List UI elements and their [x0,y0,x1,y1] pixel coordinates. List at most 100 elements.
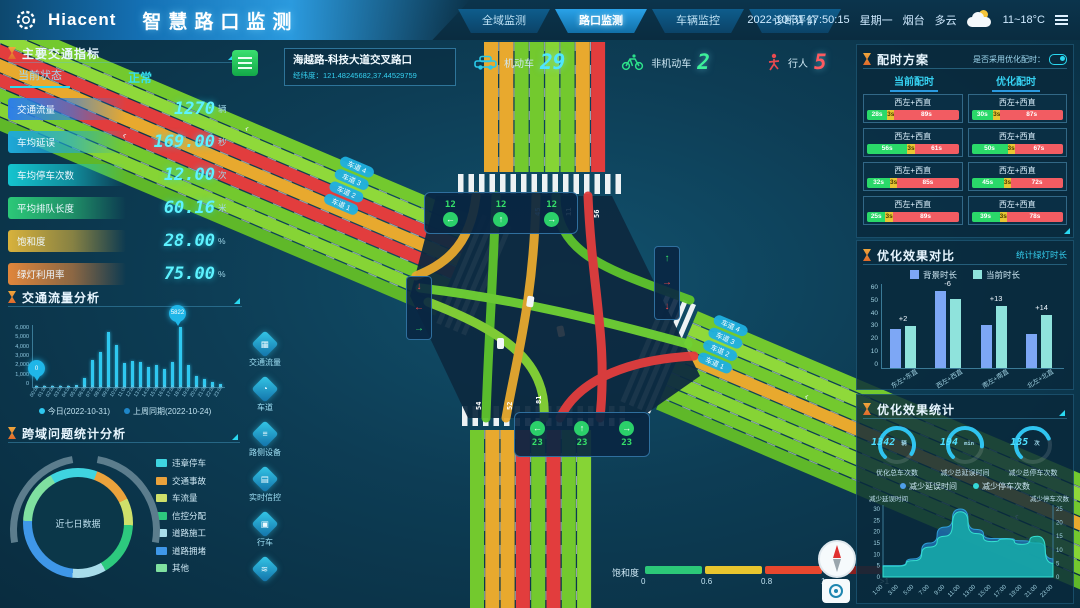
saturation-segment: 0.8 [761,566,823,586]
flow-bar [82,377,86,387]
svg-text:56: 56 [593,210,601,218]
gauge-label: 优化总车次数 [876,470,918,477]
metric-unit: 秒 [218,136,227,147]
flow-bar [194,375,198,387]
phase-label: 西左+西直 [894,166,932,175]
optimized-timing-row-1[interactable]: 西左+西直 50s 3s 67s [967,128,1067,157]
signal-countdown: 23 [576,438,588,448]
svg-text:10: 10 [1056,548,1063,554]
up-arrow-icon: ↑ [493,211,509,227]
toolbar-label: 车道 [257,403,273,412]
svg-text:减少延误时间: 减少延误时间 [869,494,908,503]
svg-text:30: 30 [873,507,880,513]
section-title: 主要交通指标 [22,46,101,61]
flow-bar [98,351,102,387]
timing-plan-card: 配时方案 是否采用优化配时： 当前配时 优化配时 西左+西直 28s 3s 89… [856,44,1074,238]
right-arrow-icon: → [414,322,424,334]
compass[interactable] [818,540,856,578]
flow-bar [58,386,62,387]
tab-intersection[interactable]: 路口监测 [555,9,647,33]
expand-icon[interactable] [1064,228,1070,234]
phase-bar: 50s 3s 67s [971,144,1063,154]
locate-button[interactable] [822,579,850,603]
toggle-label: 是否采用优化配时： [973,54,1045,64]
phase-label: 西左+西直 [998,132,1036,141]
count-label: 行人 [787,58,808,70]
optimize-toggle[interactable] [1049,53,1067,65]
y-tick: 6,000 [15,325,29,331]
tab-vehicle[interactable]: 车辆监控 [652,9,744,33]
phase-bar: 39s 3s 78s [971,212,1063,222]
delta-label: +13 [989,294,1003,304]
layer-list-button[interactable] [232,50,258,76]
current-timing-row-1[interactable]: 西左+西直 56s 3s 61s [863,128,963,157]
current-timing-tab[interactable]: 当前配时 [863,73,965,92]
signal-panel-east[interactable]: ↑ → ↓ [654,246,680,320]
flow-bar [90,360,94,387]
optimized-timing-row-3[interactable]: 西左+西直 39s 3s 78s [967,196,1067,225]
metric-pill: 车均停车次数 [8,163,126,186]
toolbar-item-0[interactable]: ▦ 交通流量 [240,330,290,368]
status-tab[interactable]: 当前状态 [10,67,70,88]
menu-icon[interactable] [1055,15,1068,25]
svg-text:25: 25 [1056,507,1063,513]
current-timing-row-3[interactable]: 西左+西直 25s 3s 89s [863,196,963,225]
toolbar-item-4[interactable]: ▣ 行车 [240,510,290,548]
optimized-timing-tab[interactable]: 优化配时 [965,73,1067,92]
green-duration: 32s [867,178,891,188]
svg-text:20: 20 [873,530,880,536]
toolbar-item-3[interactable]: ▤ 实时信控 [240,465,290,503]
layers-icon[interactable]: ≋ [240,555,290,583]
red-duration: 87s [1000,110,1063,120]
current-timing-row-2[interactable]: 西左+西直 32s 3s 85s [863,162,963,191]
tab-diagnosis[interactable]: 诊断评价 [749,9,841,33]
section-title: 交通流量分析 [22,290,101,305]
stats-legend: 减少延误时间 减少停车次数 [863,481,1067,492]
optimized-timing-row-2[interactable]: 西左+西直 45s 3s 72s [967,162,1067,191]
y-tick: 0 [25,380,29,387]
signal-panel-west[interactable]: ↓ ← → [406,276,432,340]
signal-countdown: 23 [621,438,633,448]
hourglass-icon [863,403,871,415]
hourglass-icon [8,427,16,439]
metric-value: 60.16 [163,197,215,218]
optimized-timing-row-0[interactable]: 西左+西直 30s 3s 87s [967,94,1067,123]
realtime-counts: 机动车 29 非机动车 2 行人 5 [474,50,827,74]
signal-panel-south[interactable]: ← 23 ↑ 23 → 23 [514,412,650,457]
green-duration: 28s [867,110,888,120]
count-label: 非机动车 [651,58,692,70]
issues-donut: 近七日数据 [0,425,190,608]
svg-text:1:00: 1:00 [872,584,885,597]
expand-icon[interactable] [232,434,238,440]
current-bar [950,299,962,368]
toolbar-item-2[interactable]: ≡ 路侧设备 [240,420,290,458]
gauge-label: 减少总延误时间 [940,470,990,477]
flow-analysis-section: 交通流量分析 6,000 5,000 4,000 3,000 2,000 1,000 0 0… [8,288,242,417]
signal-panel-north[interactable]: 12 ← 12 ↑ 12 → [424,192,578,234]
y-tick: 5,000 [15,334,29,341]
signal-countdown: 23 [531,438,543,448]
gauge-value: 135 [1010,437,1029,448]
metric-value: 28.00 [163,230,215,251]
tab-global[interactable]: 全域监测 [458,9,550,33]
comparison-x-axis: 东左+东直 西左+西直 南左+南直 北左+北直 [881,368,1063,390]
phase-label: 西左+西直 [998,166,1036,175]
svg-text:17:00: 17:00 [993,584,1008,599]
current-timing-row-0[interactable]: 西左+西直 28s 3s 89s [863,94,963,123]
legend-item: 当前时长 [973,269,1020,281]
timing-column-headers: 当前配时 优化配时 [863,73,1067,92]
metric-unit: 次 [218,169,227,180]
expand-icon[interactable] [234,298,240,304]
phase-bar: 45s 3s 72s [971,178,1063,188]
metric-label: 平均排队长度 [17,203,75,215]
marker-pin: 0 [28,360,45,381]
expand-icon[interactable] [1059,410,1065,416]
flow-bar [154,365,158,387]
red-duration: 67s [1014,144,1063,154]
metric-value: 169.00 [153,131,215,152]
hourglass-icon [8,291,16,303]
yellow-duration: 3s [885,212,893,222]
right-arrow-icon: → [662,277,672,288]
expand-icon[interactable] [228,54,234,60]
toolbar-item-1[interactable]: ◔ 车道 [240,375,290,413]
